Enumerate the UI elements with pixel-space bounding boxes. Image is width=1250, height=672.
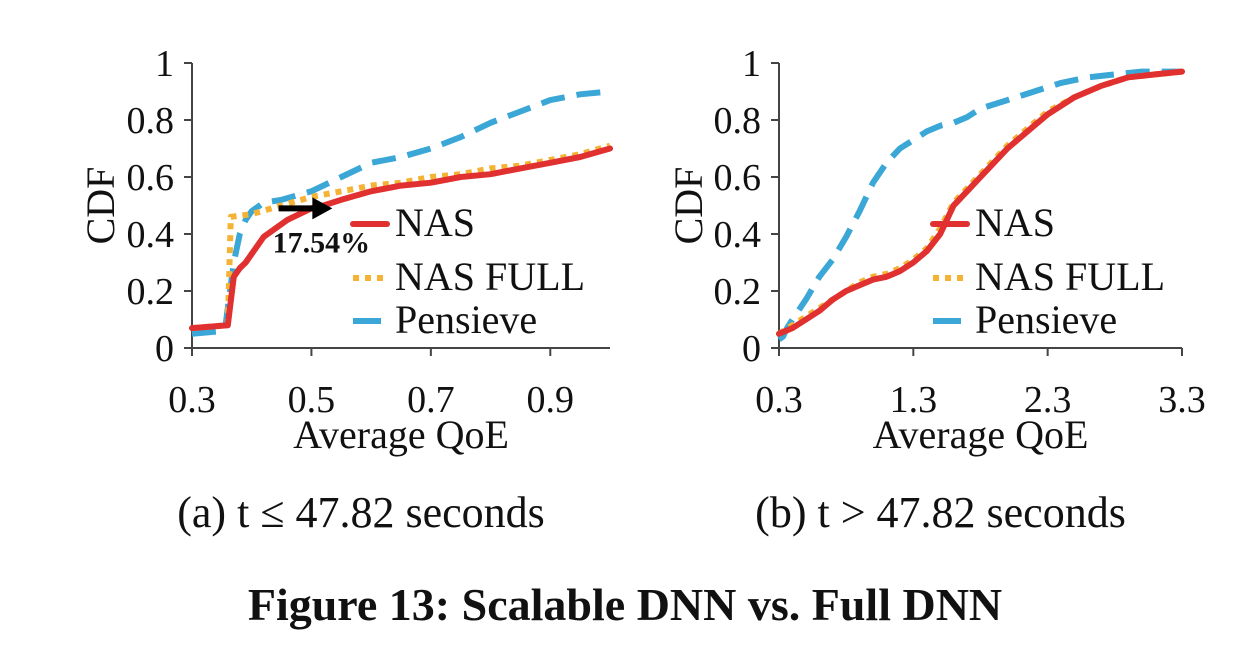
- x-tick-label: 0.7: [407, 379, 455, 421]
- series-line-nas: [776, 68, 1185, 337]
- x-tick-label: 3.3: [1158, 379, 1206, 421]
- panel-subcaption: (b) t > 47.82 seconds: [755, 488, 1126, 537]
- y-tick-label: 0.2: [714, 271, 762, 313]
- x-axis-label: Average QoE: [293, 412, 509, 457]
- y-tick-label: 0.4: [127, 214, 175, 256]
- y-tick-label: 0: [742, 328, 761, 370]
- y-axis-label: CDF: [78, 167, 123, 245]
- y-axis-label: CDF: [666, 167, 711, 245]
- legend-label: NAS FULL: [395, 254, 585, 299]
- panel-a: 0 0.2 0.4 0.6 0.8 1 0.3 0.5 0.7 0.9 CDF Average QoE…: [78, 43, 613, 537]
- figure-caption: Figure 13: Scalable DNN vs. Full DNN: [248, 579, 1002, 630]
- y-tick-label: 0.4: [714, 214, 762, 256]
- legend-label: Pensieve: [975, 297, 1117, 342]
- panel-b: 0 0.2 0.4 0.6 0.8 1 0.3 1.3 2.3 3.3 CDF Average QoE…: [666, 43, 1206, 537]
- y-tick-label: 0.8: [714, 100, 762, 142]
- y-tick-label: 0: [155, 328, 174, 370]
- y-tick-label: 1: [155, 43, 174, 85]
- x-tick-label: 0.3: [168, 379, 216, 421]
- series-line-pensieve: [777, 68, 1182, 342]
- y-tick-label: 0.2: [127, 271, 175, 313]
- y-tick-label: 0.6: [714, 157, 762, 199]
- legend-label: NAS: [975, 200, 1055, 245]
- x-tick-label: 0.5: [288, 379, 336, 421]
- x-tick-label: 0.9: [527, 379, 575, 421]
- y-tick-label: 0.6: [127, 157, 175, 199]
- annotation-arrow-head: [312, 197, 333, 220]
- legend-label: NAS FULL: [975, 254, 1165, 299]
- series-line-pensieve: [191, 88, 611, 337]
- panel-subcaption: (a) t ≤ 47.82 seconds: [177, 488, 545, 537]
- annotation-label: 17.54%: [273, 226, 371, 259]
- x-axis-label: Average QoE: [873, 412, 1089, 457]
- x-tick-label: 0.3: [755, 379, 803, 421]
- y-tick-label: 1: [742, 43, 761, 85]
- x-tick-label: 1.3: [890, 379, 938, 421]
- legend-label: NAS: [395, 200, 475, 245]
- x-tick-label: 2.3: [1024, 379, 1072, 421]
- legend-label: Pensieve: [395, 297, 537, 342]
- y-tick-label: 0.8: [127, 100, 175, 142]
- series-line-nas-full: [191, 142, 611, 332]
